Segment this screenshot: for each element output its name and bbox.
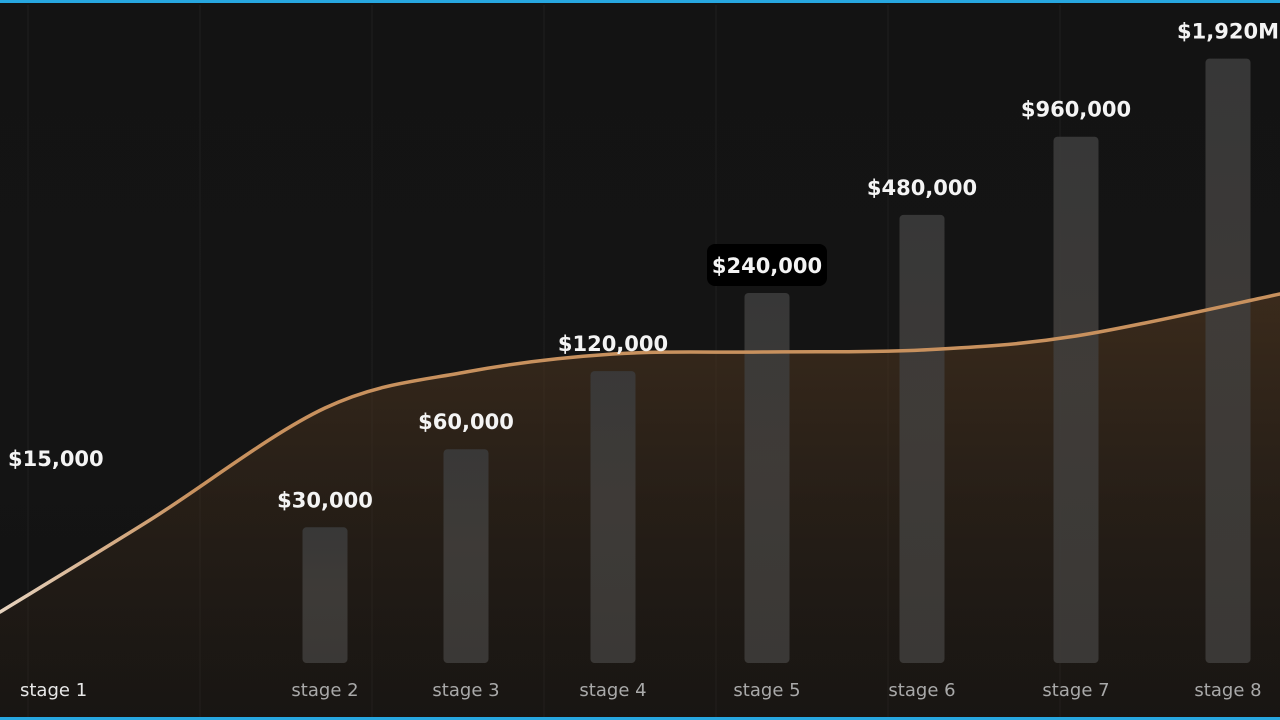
data-labels: $15,000 $30,000 $60,000 $120,000 $240,000 $48… xyxy=(8,20,1279,513)
data-label: $60,000 xyxy=(418,410,514,434)
bar xyxy=(1053,136,1099,664)
data-label: $120,000 xyxy=(558,332,668,356)
x-tick-label: stage 7 xyxy=(1042,680,1109,701)
trend-line xyxy=(0,292,1280,614)
x-tick-label: stage 8 xyxy=(1194,680,1261,701)
x-tick-label: stage 5 xyxy=(733,680,800,701)
bar xyxy=(590,371,636,663)
bar xyxy=(744,292,790,663)
x-axis-ticks: stage 1 stage 2 stage 3 stage 4 stage 5 stage… xyxy=(20,680,1262,701)
data-label: $480,000 xyxy=(867,176,977,200)
data-label: $30,000 xyxy=(277,488,373,512)
bars xyxy=(302,58,1251,664)
data-label: $1,920M xyxy=(1177,20,1279,44)
bar xyxy=(443,449,489,663)
bar xyxy=(899,214,945,663)
data-label: $15,000 xyxy=(8,447,104,471)
x-tick-label: stage 4 xyxy=(579,680,646,701)
bar xyxy=(1205,58,1251,663)
highlight-box xyxy=(707,243,827,286)
frame-edge-bottom xyxy=(0,717,1280,720)
data-label: $960,000 xyxy=(1021,98,1131,122)
x-tick-label: stage 6 xyxy=(888,680,955,701)
x-tick-label: stage 3 xyxy=(432,680,499,701)
trend-line-path xyxy=(0,292,1280,614)
x-tick-label: stage 1 xyxy=(20,680,87,701)
data-label: $240,000 xyxy=(712,254,822,278)
frame-edge-top xyxy=(0,0,1280,3)
bar xyxy=(302,527,348,663)
x-tick-label: stage 2 xyxy=(291,680,358,701)
